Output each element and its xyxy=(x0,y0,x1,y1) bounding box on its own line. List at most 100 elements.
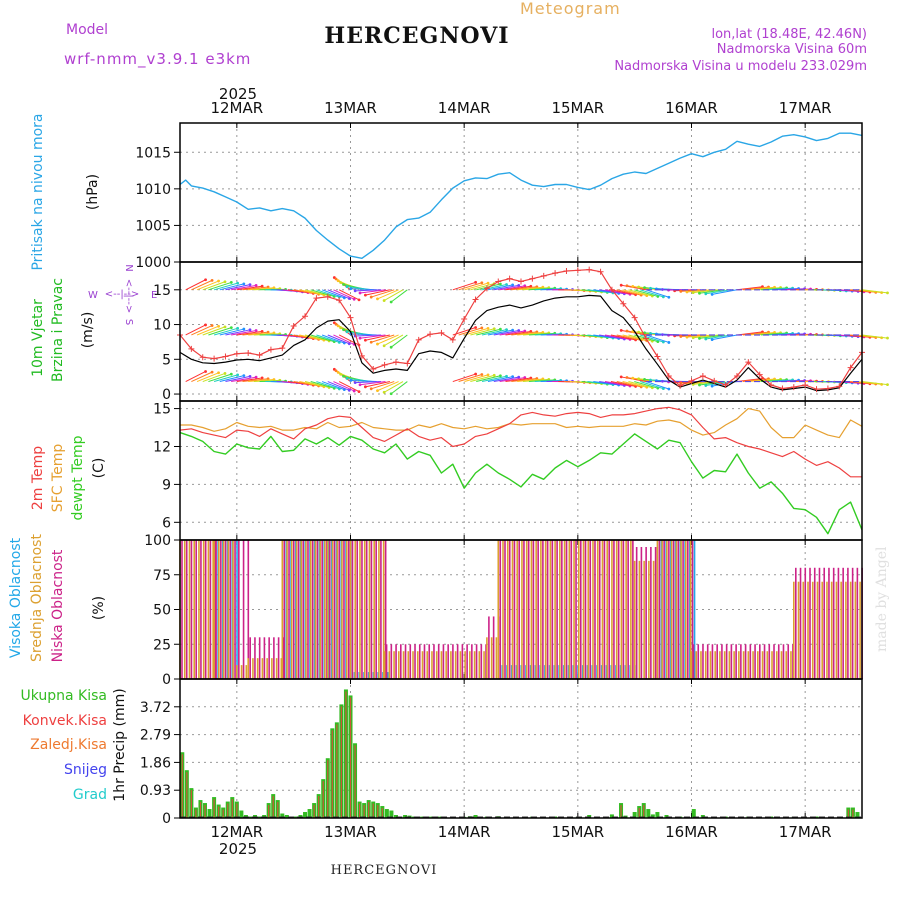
wind-arrow-head xyxy=(493,327,496,330)
precip-convective-bar xyxy=(273,796,274,818)
wind-arrow-head xyxy=(242,328,245,331)
wind-arrow-head xyxy=(255,284,258,287)
wind-legend-cross-v: <--|--> xyxy=(123,279,134,314)
wind-arrow-head xyxy=(339,281,342,284)
dewpt-temp-line xyxy=(180,433,862,534)
precip-convective-bar xyxy=(341,706,342,818)
wind-arrow-head xyxy=(390,346,393,349)
wind-gust-marker xyxy=(529,276,535,282)
wind-gust-marker xyxy=(279,345,285,351)
wind-gust-marker xyxy=(313,295,319,301)
lonlat-label: lon,lat (18.48E, 42.46N) xyxy=(711,27,867,42)
wind-gust-marker xyxy=(507,276,513,282)
wind-arrow-head xyxy=(249,283,252,286)
wind-arrow-head xyxy=(637,377,640,380)
precip-convective-bar xyxy=(345,691,346,818)
wind-arrow-head xyxy=(364,294,367,297)
y-tick-label: 15 xyxy=(153,283,171,299)
wind-gust-marker xyxy=(211,356,217,362)
wind-gust-marker xyxy=(222,354,228,360)
wind-arrow-head xyxy=(686,291,689,294)
y-tick-label: 1015 xyxy=(135,145,171,161)
cloud-axis-title-2: Srednja Oblacnost xyxy=(29,534,45,662)
wind-direction-legend: N S W E <--|--> <--|--> xyxy=(88,264,157,325)
precip-convective-bar xyxy=(643,805,644,818)
wind-arrow-head xyxy=(487,327,490,330)
wind-arrow-head xyxy=(383,391,386,394)
wind-arrow-head xyxy=(626,376,629,379)
precip-convective-bar xyxy=(218,807,219,818)
wind-arrow-head xyxy=(217,280,220,283)
top-day-label: 14MAR xyxy=(438,99,491,117)
wind-arrow-head xyxy=(667,388,670,391)
wind-arrow-head xyxy=(487,374,490,377)
panel-frame xyxy=(180,679,862,818)
wind-arrow-head xyxy=(211,324,214,327)
wind-arrow-head xyxy=(370,341,373,344)
wind-arrow-head xyxy=(474,281,477,284)
wind-arrow-head xyxy=(661,288,664,291)
cloud-axis-title-1: Visoka Oblacnost xyxy=(8,537,24,658)
page-title: HERCEGNOVI xyxy=(324,23,509,49)
precip-legend-total: Ukupna Kisa xyxy=(20,688,107,704)
wind-arrow-head xyxy=(711,338,714,341)
top-day-label: 17MAR xyxy=(779,99,832,117)
precip-legend-hail: Grad xyxy=(73,787,107,803)
precip-convective-bar xyxy=(186,772,187,818)
precip-convective-bar xyxy=(368,802,369,818)
wind-arrow-head xyxy=(342,375,345,378)
wind-gust-marker xyxy=(450,337,456,343)
wind-arrow-head xyxy=(487,282,490,285)
bottom-day-label: 15MAR xyxy=(551,823,604,841)
wind-arrow-head xyxy=(667,341,670,344)
precip-convective-bar xyxy=(359,804,360,818)
wind-arrow-head xyxy=(204,370,207,373)
wind-axis-unit: (m/s) xyxy=(80,312,96,349)
wind-arrow-head xyxy=(346,285,349,288)
y-tick-label: 0.93 xyxy=(140,783,171,799)
top-day-label: 13MAR xyxy=(324,99,377,117)
precip-convective-bar xyxy=(200,802,201,818)
wind-legend-s: S xyxy=(123,319,134,325)
wind-arrow-head xyxy=(711,293,714,296)
wind-axis-title-2: Brzina i Pravac xyxy=(50,278,66,382)
wind-arrow-head xyxy=(359,337,362,340)
bottom-day-label: 16MAR xyxy=(665,823,718,841)
wind-arrow-head xyxy=(626,330,629,333)
wind-arrow-head xyxy=(359,383,362,386)
wind-arrow-head xyxy=(255,329,258,332)
wind-arrow-head xyxy=(349,379,352,382)
precip-convective-bar xyxy=(323,781,324,818)
precip-convective-bar xyxy=(223,810,224,818)
y-tick-label: 1000 xyxy=(135,255,171,271)
wind-arrow-head xyxy=(354,289,357,292)
model-name: wrf-nmm_v3.9.1 e3km xyxy=(64,50,251,69)
wind-arrow-head xyxy=(224,372,227,375)
precip-convective-bar xyxy=(227,804,228,818)
bottom-day-label: 13MAR xyxy=(324,823,377,841)
model-label: Model xyxy=(66,22,108,38)
wind-arrow-head xyxy=(704,338,707,341)
wind-arrow-head xyxy=(692,291,695,294)
wind-gust-marker xyxy=(586,267,592,273)
wind-gust-marker xyxy=(598,269,604,275)
wind-arrow-head xyxy=(620,376,623,379)
wind-arrow-head xyxy=(667,296,670,299)
wind-arrow-head xyxy=(698,292,701,295)
temp-axis-title-3: dewpt Temp xyxy=(70,435,86,520)
wind-arrow-head xyxy=(631,285,634,288)
wind-arrow-head xyxy=(637,286,640,289)
cloud-axis-unit: (%) xyxy=(91,596,107,620)
bottom-day-label: 17MAR xyxy=(779,823,832,841)
wind-arrow-head xyxy=(704,384,707,387)
wind-arrow-head xyxy=(337,279,340,282)
precip-convective-bar xyxy=(852,810,853,818)
wind-arrow-head xyxy=(390,392,393,395)
wind-arrow-head xyxy=(698,384,701,387)
wind-gust-marker xyxy=(461,316,467,322)
y-tick-label: 3.72 xyxy=(140,700,171,716)
wind-gust-marker xyxy=(700,373,706,379)
wind-arrow-head xyxy=(620,329,623,332)
